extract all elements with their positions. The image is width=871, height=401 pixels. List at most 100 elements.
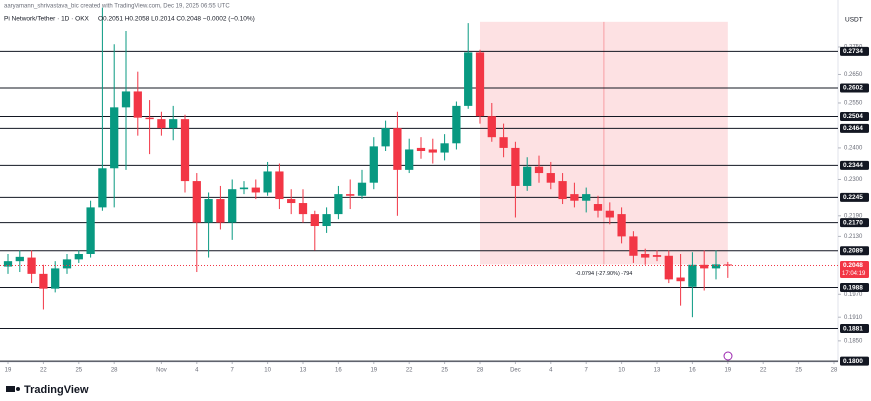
logo: TradingView	[6, 384, 89, 396]
level-label: 0.2089	[843, 248, 863, 255]
candle-body	[723, 264, 732, 266]
y-tick-label: 0.1850	[844, 338, 863, 344]
x-tick-label: 19	[5, 368, 12, 374]
x-tick-label: 25	[441, 368, 448, 374]
candle-body	[534, 166, 544, 174]
x-tick-label: 7	[585, 368, 589, 374]
candle-body	[298, 203, 308, 215]
candle-body	[487, 116, 496, 138]
countdown: 17:04:19	[842, 271, 866, 277]
candle-body	[216, 199, 225, 223]
level-tag	[840, 160, 869, 170]
x-tick-label: 13	[654, 368, 661, 374]
candle-body	[428, 149, 437, 153]
candle-body	[322, 214, 331, 227]
x-tick-label: 22	[760, 368, 767, 374]
candle-body	[121, 91, 131, 108]
candle-body	[157, 119, 166, 129]
measure-box	[480, 21, 728, 265]
candle-body	[700, 264, 709, 269]
plot-area: -0.0794 (-27.90%) -7940.27500.26500.2550…	[0, 7, 869, 374]
x-tick-label: 19	[724, 368, 731, 374]
level-label: 0.2734	[843, 48, 863, 55]
x-tick-label: 10	[264, 368, 271, 374]
candle-body	[228, 189, 237, 223]
y-tick-label: 0.2650	[844, 72, 863, 78]
candle-body	[287, 199, 296, 204]
y-tick-label: 0.1970	[844, 292, 863, 298]
x-tick-label: 4	[549, 368, 553, 374]
level-tag	[840, 192, 869, 202]
candle-body	[523, 166, 532, 186]
x-tick-label: 13	[300, 368, 307, 374]
y-tick-label: 0.2300	[844, 177, 863, 183]
x-tick-label: 22	[406, 368, 413, 374]
candle-body	[145, 117, 154, 120]
y-tick-label: 0.2190	[844, 213, 863, 219]
level-tag	[840, 356, 869, 366]
candle-body	[62, 259, 72, 269]
candle-body	[664, 255, 673, 280]
level-tag	[840, 246, 869, 256]
level-tag	[840, 283, 869, 293]
candle-body	[251, 187, 260, 193]
candle-body	[711, 264, 721, 269]
x-tick-label: 16	[689, 368, 696, 374]
quote: O0.2051 H0.2058 L0.2014 C0.2048 −0.0002 …	[98, 16, 255, 23]
candle-body	[334, 194, 343, 215]
candle-body	[369, 146, 378, 183]
candle-body	[546, 173, 555, 183]
level-label: 0.2344	[843, 162, 863, 169]
candle-body	[263, 171, 272, 193]
x-tick-label: Dec	[510, 368, 521, 374]
x-tick-label: 25	[795, 368, 802, 374]
candle-body	[98, 168, 107, 208]
candle-body	[629, 236, 638, 256]
candle-body	[464, 52, 473, 106]
candle-body	[452, 105, 461, 144]
y-tick-label: 0.2550	[844, 101, 863, 107]
candle-body	[688, 264, 697, 287]
candle-body	[39, 273, 48, 289]
candle-body	[169, 119, 178, 129]
candle-body	[133, 91, 142, 118]
level-label: 0.2504	[843, 113, 863, 120]
x-tick-label: 19	[370, 368, 377, 374]
y-tick-label: 0.1910	[844, 315, 863, 321]
currency: USDT	[845, 17, 863, 24]
event-icon[interactable]	[723, 351, 733, 361]
candle-body	[192, 181, 201, 223]
candle-body	[180, 119, 190, 182]
candle-body	[475, 52, 485, 117]
candle-body	[204, 199, 213, 223]
candle-body	[110, 107, 119, 169]
level-tag	[840, 111, 869, 121]
candle-body	[15, 256, 24, 262]
level-label: 0.2170	[843, 219, 863, 226]
candle-body	[641, 253, 650, 258]
level-tag	[840, 218, 869, 228]
y-tick-label: 0.2130	[844, 234, 863, 240]
candle-body	[239, 187, 249, 190]
candle-body	[51, 268, 60, 289]
candle-body	[357, 182, 367, 196]
candle-body	[74, 253, 83, 260]
candle-body	[381, 128, 390, 147]
candle-body	[558, 181, 567, 200]
level-label: 0.2464	[843, 125, 863, 132]
x-tick-label: 16	[335, 368, 342, 374]
candle-body	[27, 257, 36, 274]
logo-mark	[6, 386, 15, 392]
candle-body	[617, 214, 626, 237]
candle-body	[393, 128, 402, 170]
x-tick-label: 25	[75, 368, 82, 374]
level-label: 0.2602	[843, 85, 863, 92]
x-tick-label: 28	[111, 368, 118, 374]
last-price-label: 0.2048	[843, 262, 863, 269]
logo-mark	[16, 387, 20, 391]
x-tick-label: 28	[477, 368, 484, 374]
candle-body	[416, 147, 426, 152]
candle-body	[511, 147, 520, 186]
candle-body	[440, 143, 449, 153]
